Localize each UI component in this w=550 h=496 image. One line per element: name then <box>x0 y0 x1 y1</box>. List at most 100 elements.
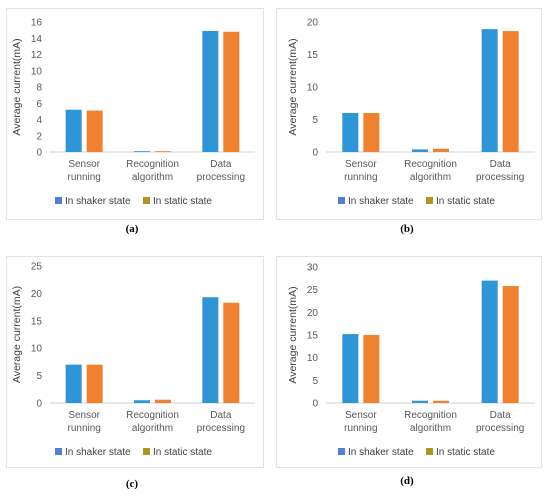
bar-shaker <box>202 297 219 403</box>
chart-panel: 0 5 10 15 20 25 Average current(mA) Sensor runni… <box>11 262 255 490</box>
y-tick-label: 12 <box>31 50 43 61</box>
x-category-label: Data processing <box>197 159 245 183</box>
x-category-label: Recognition algorithm <box>126 159 179 183</box>
legend-label: In static state <box>153 196 212 207</box>
category-word: Sensor <box>68 159 100 170</box>
y-tick-label: 10 <box>31 66 43 77</box>
category-word: Data <box>210 159 232 170</box>
category-word: processing <box>476 172 524 183</box>
category-word: Sensor <box>345 410 377 421</box>
panel-label: (b) <box>400 223 414 235</box>
legend-label: In shaker state <box>348 196 414 207</box>
bar-shaker <box>134 151 150 152</box>
panel-label: (c) <box>126 478 139 490</box>
bar-static <box>155 151 171 152</box>
y-tick-label: 15 <box>307 331 319 342</box>
bar-shaker <box>134 400 150 403</box>
y-axis-label: Average current(mA) <box>11 38 23 135</box>
bar-shaker <box>412 400 428 403</box>
category-word: processing <box>197 172 245 183</box>
bar-static <box>502 31 519 153</box>
bar-shaker <box>412 149 428 152</box>
category-word: Recognition <box>404 159 457 170</box>
category-word: Data <box>490 410 512 421</box>
y-tick-label: 25 <box>307 285 319 296</box>
legend-label: In static state <box>153 447 212 458</box>
category-word: algorithm <box>410 172 451 183</box>
panel-label: (a) <box>126 223 139 235</box>
category-word: Recognition <box>404 410 457 421</box>
bar-static <box>223 31 240 152</box>
legend-label: In static state <box>436 447 495 458</box>
y-tick-label: 5 <box>36 371 42 382</box>
y-tick-label: 8 <box>36 83 42 94</box>
y-tick-label: 20 <box>31 289 43 300</box>
legend-swatch <box>143 197 150 204</box>
y-tick-label: 16 <box>31 18 43 29</box>
legend-swatch <box>426 197 433 204</box>
category-word: processing <box>197 423 245 434</box>
legend-swatch <box>338 448 345 455</box>
y-tick-label: 15 <box>307 50 319 61</box>
panel-frame <box>6 8 264 220</box>
bar-static <box>433 148 449 152</box>
chart-panel: 0 2 4 6 8 10 12 14 16 Average current(mA) Sensor ru… <box>11 18 255 235</box>
category-word: running <box>344 172 377 183</box>
y-tick-label: 20 <box>307 18 319 29</box>
y-tick-label: 20 <box>307 308 319 319</box>
legend-label: In shaker state <box>348 447 414 458</box>
x-category-label: Data processing <box>476 159 524 183</box>
category-word: Recognition <box>126 410 179 421</box>
bar-static <box>155 399 171 403</box>
category-word: Data <box>490 159 512 170</box>
y-tick-label: 2 <box>36 131 42 142</box>
y-tick-label: 0 <box>36 399 42 410</box>
legend-swatch <box>55 197 62 204</box>
legend-swatch <box>55 448 62 455</box>
y-axis-label: Average current(mA) <box>287 286 299 383</box>
y-tick-label: 25 <box>31 262 43 273</box>
bar-shaker <box>342 113 359 152</box>
chart-panel: 0 5 10 15 20 25 30 Average current(mA) Sensor run… <box>287 263 535 487</box>
bar-shaker <box>481 29 498 152</box>
bar-shaker <box>202 30 219 152</box>
category-word: Sensor <box>68 410 100 421</box>
x-category-label: Data processing <box>197 410 245 434</box>
bar-shaker <box>65 109 82 152</box>
legend-swatch <box>143 448 150 455</box>
x-category-label: Recognition algorithm <box>404 159 457 183</box>
legend-label: In shaker state <box>65 447 131 458</box>
y-tick-label: 0 <box>36 148 42 159</box>
legend-swatch <box>426 448 433 455</box>
bar-static <box>86 364 103 403</box>
bar-shaker <box>65 364 82 403</box>
bar-shaker <box>342 334 359 403</box>
category-word: Sensor <box>345 159 377 170</box>
bar-static <box>86 110 103 152</box>
y-tick-label: 30 <box>307 263 319 274</box>
legend-label: In shaker state <box>65 196 131 207</box>
y-tick-label: 5 <box>312 376 318 387</box>
category-word: running <box>67 172 100 183</box>
y-axis-label: Average current(mA) <box>287 38 299 135</box>
x-category-label: Sensor running <box>67 410 100 434</box>
y-tick-label: 15 <box>31 316 43 327</box>
legend-label: In static state <box>436 196 495 207</box>
category-word: Data <box>210 410 232 421</box>
y-tick-label: 10 <box>307 353 319 364</box>
category-word: algorithm <box>132 423 173 434</box>
category-word: running <box>67 423 100 434</box>
category-word: running <box>344 423 377 434</box>
y-tick-label: 14 <box>31 34 43 45</box>
legend-swatch <box>338 197 345 204</box>
x-category-label: Sensor running <box>344 159 377 183</box>
y-tick-label: 0 <box>312 148 318 159</box>
bar-static <box>502 286 519 403</box>
panel-frame <box>6 256 264 468</box>
category-word: processing <box>476 423 524 434</box>
bar-static <box>363 335 380 403</box>
y-tick-label: 10 <box>307 83 319 94</box>
x-category-label: Sensor running <box>344 410 377 434</box>
